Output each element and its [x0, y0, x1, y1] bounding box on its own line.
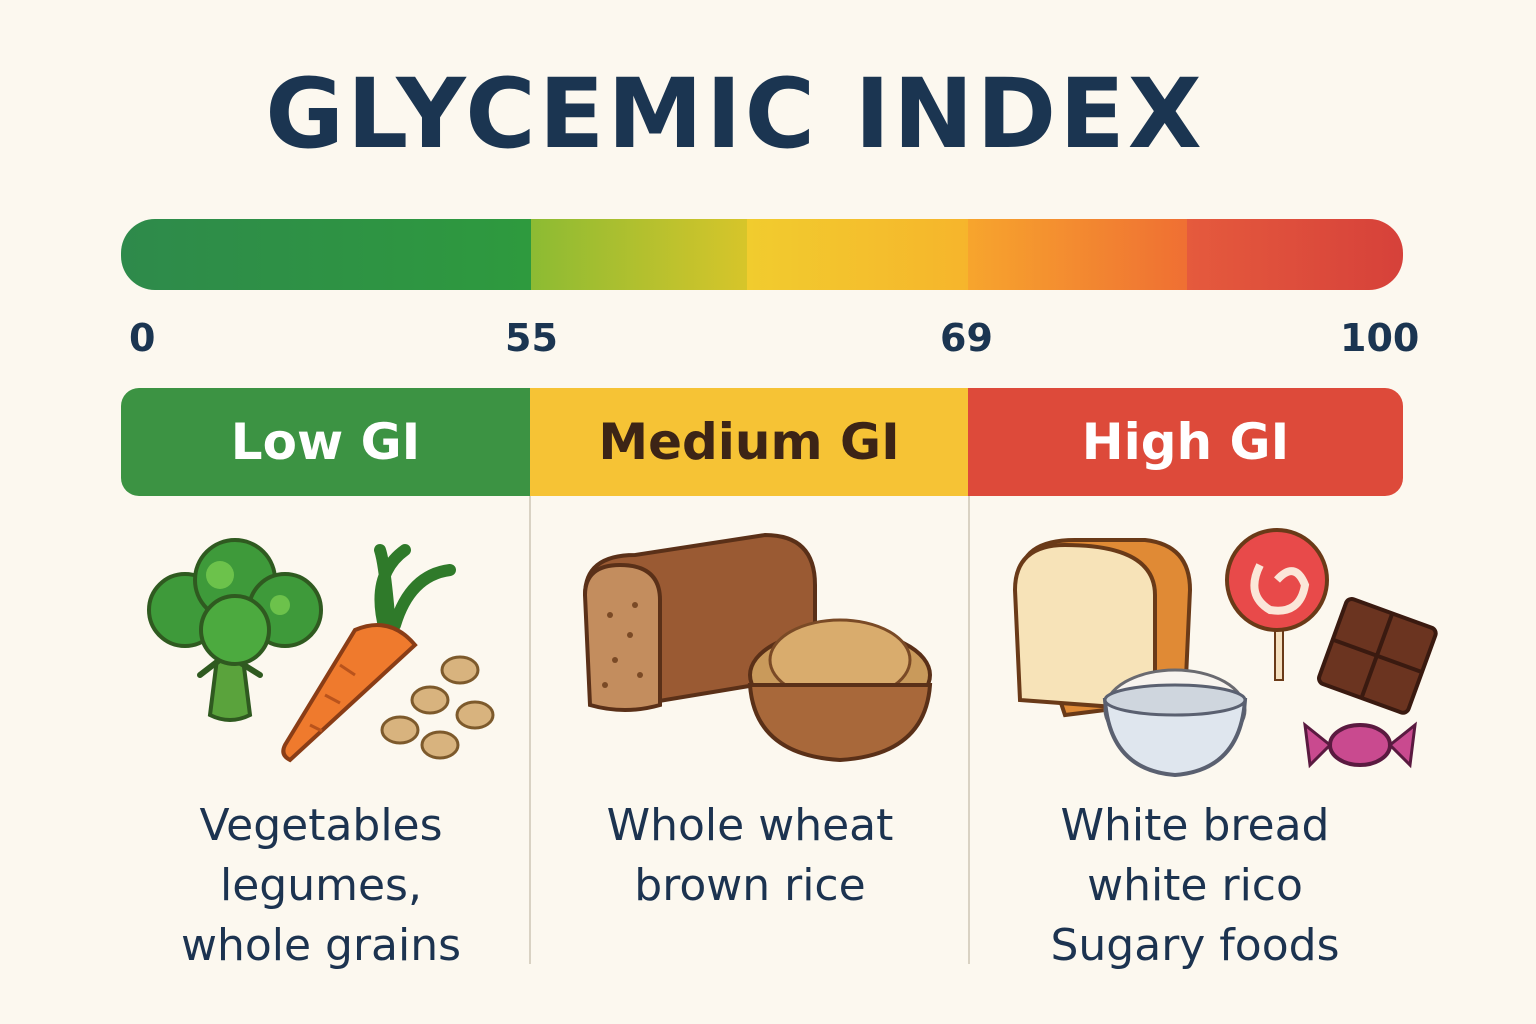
- category-medium-gi: Medium GI: [530, 388, 968, 496]
- beans-icon: [380, 655, 495, 760]
- food-line: Vegetables: [199, 800, 443, 851]
- food-line: white rico: [1087, 860, 1303, 911]
- brown-rice-bowl-icon: [747, 618, 933, 763]
- food-line: whole grains: [180, 920, 462, 971]
- food-line: White bread: [1060, 800, 1330, 851]
- candy-icon: [1303, 721, 1417, 769]
- food-line: Whole wheat: [606, 800, 894, 851]
- high-gi-foods-illustration: [1012, 528, 1438, 778]
- scale-segment-yellow: [747, 219, 968, 290]
- tick-label-100: 100: [1340, 316, 1420, 360]
- tick-label-69: 69: [940, 316, 993, 360]
- scale-segment-orange: [968, 219, 1187, 290]
- page-title: GLYCEMIC INDEX: [265, 58, 1205, 170]
- category-low-gi: Low GI: [121, 388, 530, 496]
- carrot-icon: [281, 544, 456, 763]
- medium-gi-foods-illustration: [582, 532, 933, 763]
- category-high-gi: High GI: [968, 388, 1403, 496]
- food-line: Sugary foods: [1050, 920, 1340, 971]
- gi-scale-bar: [121, 219, 1403, 290]
- food-line: legumes,: [220, 860, 422, 911]
- white-bread-icon: [1012, 538, 1193, 718]
- food-line: brown rice: [634, 860, 866, 911]
- tick-label-0: 0: [129, 316, 156, 360]
- low-gi-foods-illustration: [147, 538, 495, 763]
- tick-label-55: 55: [505, 316, 558, 360]
- low-gi-foods-text: Vegetables legumes, whole grains: [121, 796, 521, 976]
- white-rice-bowl-icon: [1102, 668, 1248, 778]
- broccoli-icon: [147, 538, 323, 722]
- column-divider: [968, 496, 970, 964]
- scale-segment-red: [1187, 219, 1403, 290]
- scale-segment-green: [121, 219, 531, 290]
- chocolate-icon: [1317, 597, 1438, 715]
- scale-segment-yellow-green: [531, 219, 747, 290]
- column-divider: [529, 496, 531, 964]
- medium-gi-foods-text: Whole wheat brown rice: [535, 796, 965, 916]
- lollipop-icon: [1225, 528, 1329, 681]
- high-gi-foods-text: White bread white rico Sugary foods: [975, 796, 1415, 976]
- category-bar: Low GI Medium GI High GI: [121, 388, 1403, 496]
